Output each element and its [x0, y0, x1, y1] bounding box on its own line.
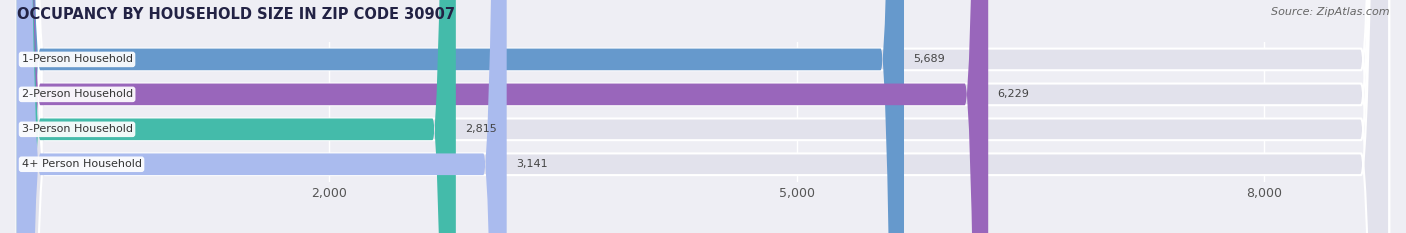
- Text: Source: ZipAtlas.com: Source: ZipAtlas.com: [1271, 7, 1389, 17]
- FancyBboxPatch shape: [17, 0, 988, 233]
- Text: 3,141: 3,141: [516, 159, 548, 169]
- Text: 1-Person Household: 1-Person Household: [21, 55, 132, 64]
- Text: OCCUPANCY BY HOUSEHOLD SIZE IN ZIP CODE 30907: OCCUPANCY BY HOUSEHOLD SIZE IN ZIP CODE …: [17, 7, 456, 22]
- FancyBboxPatch shape: [17, 0, 904, 233]
- Text: 2-Person Household: 2-Person Household: [21, 89, 132, 99]
- FancyBboxPatch shape: [17, 0, 1389, 233]
- Text: 2,815: 2,815: [465, 124, 496, 134]
- FancyBboxPatch shape: [17, 0, 456, 233]
- Text: 3-Person Household: 3-Person Household: [21, 124, 132, 134]
- FancyBboxPatch shape: [17, 0, 1389, 233]
- Text: 4+ Person Household: 4+ Person Household: [21, 159, 142, 169]
- FancyBboxPatch shape: [17, 0, 1389, 233]
- FancyBboxPatch shape: [17, 0, 1389, 233]
- Text: 6,229: 6,229: [998, 89, 1029, 99]
- FancyBboxPatch shape: [17, 0, 506, 233]
- Text: 5,689: 5,689: [914, 55, 945, 64]
